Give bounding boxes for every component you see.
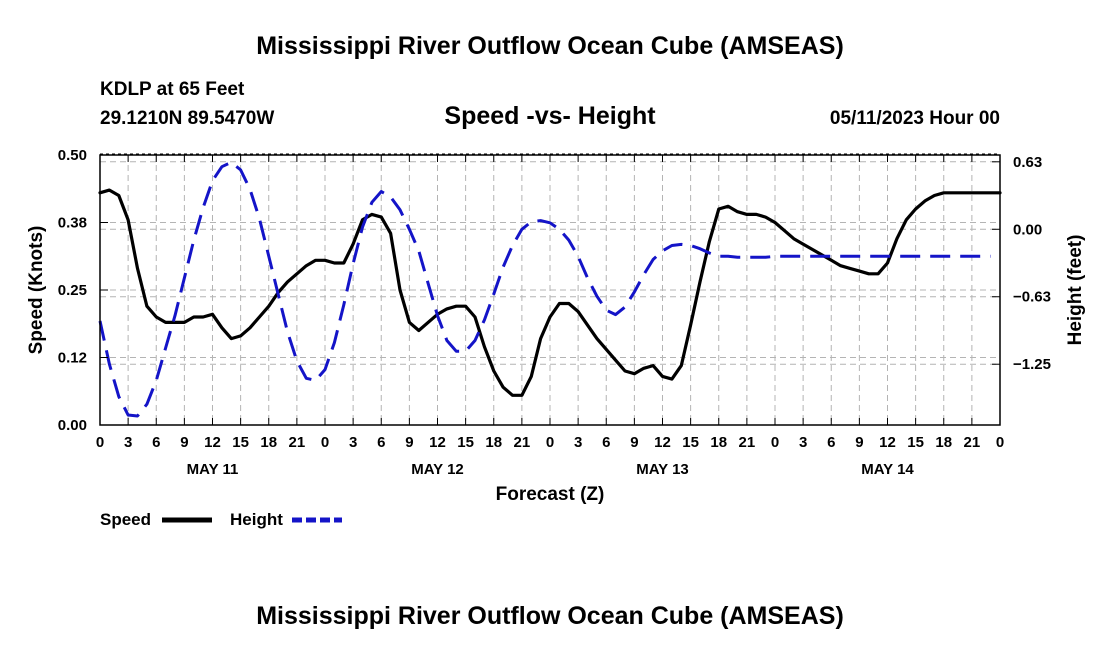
- x-tick-label: 21: [739, 434, 756, 451]
- legend: Speed Height: [100, 510, 342, 529]
- x-tick-label: 18: [485, 434, 502, 451]
- x-tick-label: 3: [574, 434, 582, 451]
- y-axis-label-right: Height (feet): [1065, 235, 1086, 346]
- date-label: 05/11/2023 Hour 00: [830, 108, 1000, 129]
- x-tick-label: 9: [405, 434, 413, 451]
- x-tick-label: 6: [152, 434, 160, 451]
- station-label: KDLP at 65 Feet: [100, 79, 245, 100]
- x-tick-label: 3: [124, 434, 132, 451]
- x-tick-label: 18: [710, 434, 727, 451]
- x-tick-label: 9: [855, 434, 863, 451]
- x-tick-label: 0: [996, 434, 1004, 451]
- x-tick-label: 12: [429, 434, 446, 451]
- x-tick-label: 21: [964, 434, 981, 451]
- footer-title: Mississippi River Outflow Ocean Cube (AM…: [256, 602, 844, 630]
- chart-title: Mississippi River Outflow Ocean Cube (AM…: [256, 32, 844, 60]
- x-tick-label: 18: [260, 434, 277, 451]
- axes: 0 3 6 9 12 15 18 21 0 3 6 9 12 15 18 21 0 3 6 9 12 15 18 21 0 3 6 9…: [58, 147, 1051, 478]
- series-layer: [98, 160, 1002, 418]
- x-tick-label: 0: [546, 434, 554, 451]
- y-right-tick-label: −1.25: [1013, 356, 1051, 373]
- x-day-label: MAY 14: [861, 461, 914, 478]
- x-tick-label: 0: [771, 434, 779, 451]
- x-tick-label: 21: [289, 434, 306, 451]
- legend-speed-label: Speed: [100, 510, 151, 529]
- x-tick-label: 6: [602, 434, 610, 451]
- x-axis-label: Forecast (Z): [496, 484, 605, 505]
- x-tick-label: 15: [682, 434, 699, 451]
- y-right-tick-label: −0.63: [1013, 289, 1051, 306]
- y-left-tick-label: 0.25: [58, 282, 87, 299]
- x-tick-label: 15: [457, 434, 474, 451]
- x-day-label: MAY 12: [411, 461, 464, 478]
- y-left-tick-label: 0.00: [58, 417, 87, 434]
- chart-subtitle: Speed -vs- Height: [444, 102, 656, 130]
- x-tick-label: 18: [935, 434, 952, 451]
- y-left-tick-label: 0.50: [58, 147, 87, 164]
- y-axis-label-left: Speed (Knots): [26, 226, 47, 355]
- height-series-line: [98, 160, 991, 418]
- grid: [100, 155, 1000, 425]
- x-tick-label: 3: [799, 434, 807, 451]
- x-tick-label: 21: [514, 434, 531, 451]
- legend-height-label: Height: [230, 510, 283, 529]
- x-tick-label: 12: [654, 434, 671, 451]
- x-tick-label: 12: [879, 434, 896, 451]
- y-right-tick-label: 0.00: [1013, 221, 1042, 238]
- x-tick-label: 3: [349, 434, 357, 451]
- x-day-label: MAY 13: [636, 461, 689, 478]
- x-tick-label: 0: [96, 434, 104, 451]
- x-tick-label: 6: [827, 434, 835, 451]
- x-tick-label: 6: [377, 434, 385, 451]
- x-tick-label: 15: [232, 434, 249, 451]
- x-tick-label: 12: [204, 434, 221, 451]
- speed-series-line: [98, 188, 1002, 397]
- x-tick-label: 15: [907, 434, 924, 451]
- coords-label: 29.1210N 89.5470W: [100, 108, 274, 129]
- x-tick-label: 0: [321, 434, 329, 451]
- y-right-tick-label: 0.63: [1013, 154, 1042, 171]
- y-left-tick-label: 0.12: [58, 350, 87, 367]
- x-tick-label: 9: [630, 434, 638, 451]
- plot-frame: [99, 154, 1001, 426]
- x-day-label: MAY 11: [187, 461, 239, 478]
- x-tick-label: 9: [180, 434, 188, 451]
- y-left-tick-label: 0.38: [58, 215, 87, 232]
